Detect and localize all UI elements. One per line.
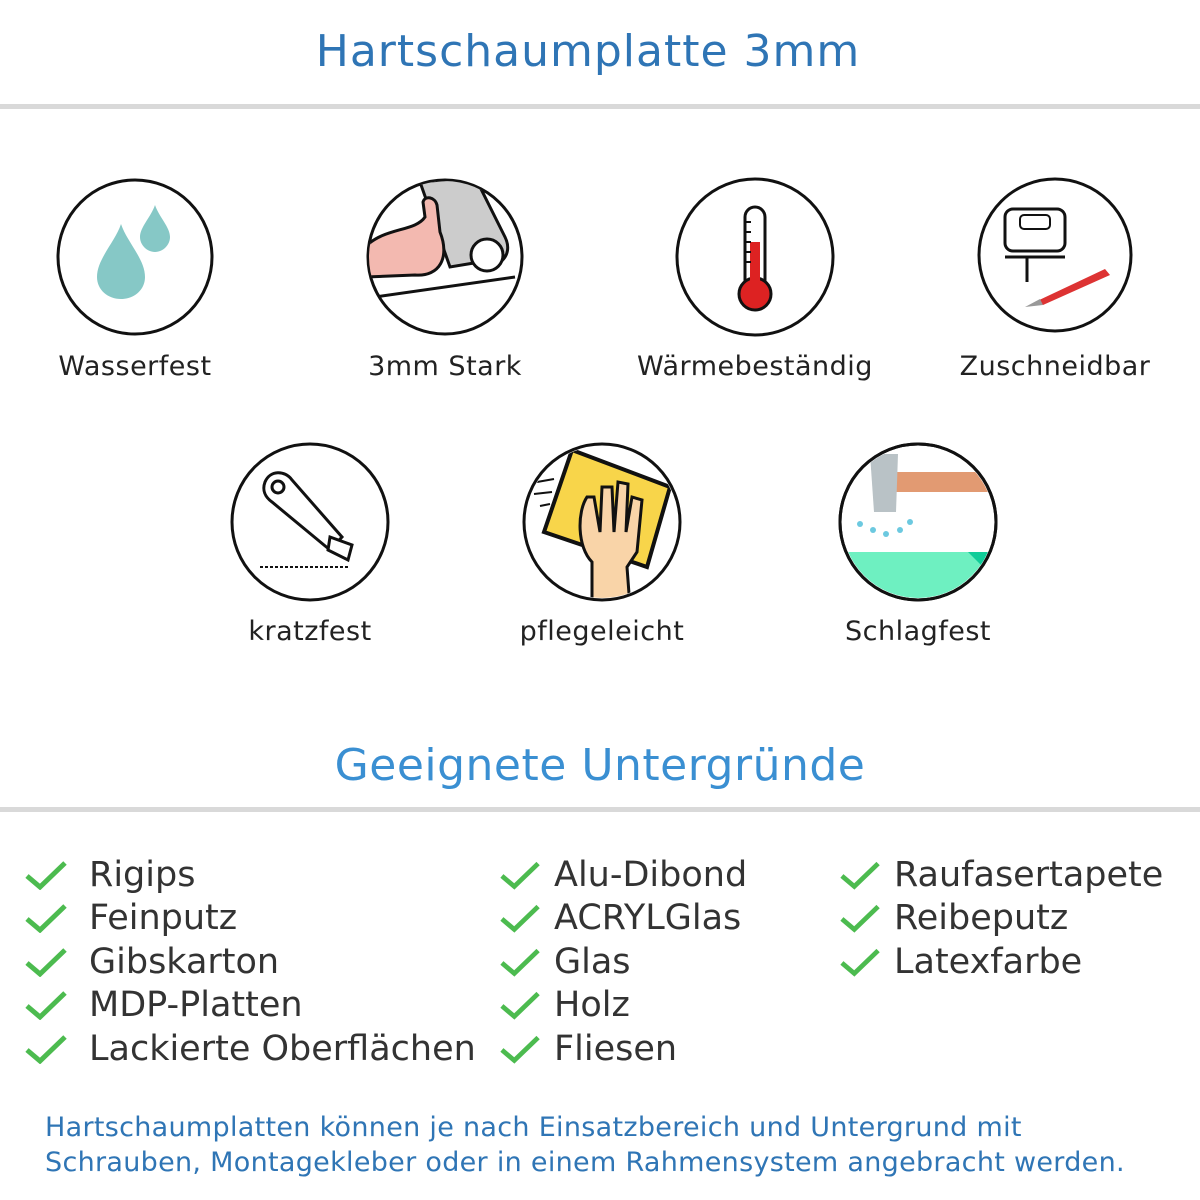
feature-zuschneidbar: Zuschneidbar xyxy=(905,177,1200,382)
surface-list-2: Alu-Dibond ACRYLGlas Glas Holz Fliesen xyxy=(500,853,747,1071)
feature-label: Wasserfest xyxy=(58,351,212,382)
check-icon xyxy=(500,1035,540,1064)
surface-list-3: Raufasertapete Reibeputz Latexfarbe xyxy=(840,853,1163,984)
jigsaw-cutter-icon xyxy=(977,177,1133,333)
feature-wasserfest: Wasserfest xyxy=(0,177,285,382)
check-icon xyxy=(25,860,67,890)
feature-label: Wärmebeständig xyxy=(637,351,873,382)
footer-line: Hartschaumplatten können je nach Einsatz… xyxy=(45,1112,1022,1143)
list-item: Rigips xyxy=(25,853,476,897)
feature-schlagfest: Schlagfest xyxy=(768,442,1068,647)
check-icon xyxy=(25,991,67,1021)
hammer-impact-icon xyxy=(838,442,998,602)
divider xyxy=(0,104,1200,109)
feature-label: 3mm Stark xyxy=(368,351,522,382)
feature-label: pflegeleicht xyxy=(519,616,685,647)
check-icon xyxy=(500,992,540,1020)
footer-note: Hartschaumplatten können je nach Einsatz… xyxy=(45,1110,1125,1180)
page-title: Hartschaumplatte 3mm xyxy=(315,26,861,77)
check-icon xyxy=(500,861,540,890)
check-icon xyxy=(840,948,880,977)
check-icon xyxy=(840,861,880,890)
water-drops-icon xyxy=(56,178,214,336)
feature-label: kratzfest xyxy=(248,616,372,647)
feature-kratzfest: kratzfest xyxy=(160,442,460,647)
thermometer-icon xyxy=(675,177,835,337)
cutter-knife-icon xyxy=(230,442,390,602)
check-icon xyxy=(25,904,67,934)
list-item: Raufasertapete xyxy=(840,853,1163,897)
check-icon xyxy=(25,947,67,977)
list-item: Reibeputz xyxy=(840,897,1163,941)
list-item: Latexfarbe xyxy=(840,940,1163,984)
feature-waermebestaendig: Wärmebeständig xyxy=(605,177,905,382)
list-item: Glas xyxy=(500,940,747,984)
check-icon xyxy=(25,1034,67,1064)
list-item: MDP-Platten xyxy=(25,984,476,1028)
list-item: Lackierte Oberflächen xyxy=(25,1027,476,1071)
list-item: Fliesen xyxy=(500,1027,747,1071)
check-icon xyxy=(840,905,880,933)
divider xyxy=(0,807,1200,812)
check-icon xyxy=(500,905,540,933)
footer-line: Schrauben, Montagekleber oder in einem R… xyxy=(45,1147,1125,1178)
feature-label: Schlagfest xyxy=(844,616,992,647)
surface-list-1: Rigips Feinputz Gibskarton MDP-Platten L… xyxy=(25,853,476,1071)
list-item: Gibskarton xyxy=(25,940,476,984)
feature-pflegeleicht: pflegeleicht xyxy=(452,442,752,647)
list-item: ACRYLGlas xyxy=(500,897,747,941)
hand-sponge-icon xyxy=(522,442,682,602)
list-item: Alu-Dibond xyxy=(500,853,747,897)
feature-3mm-stark: 3mm Stark xyxy=(295,177,595,382)
feature-label: Zuschneidbar xyxy=(959,351,1151,382)
check-icon xyxy=(500,948,540,977)
list-item: Holz xyxy=(500,984,747,1028)
section-title: Geeignete Untergründe xyxy=(334,740,866,791)
strong-arm-icon xyxy=(366,178,524,336)
list-item: Feinputz xyxy=(25,897,476,941)
